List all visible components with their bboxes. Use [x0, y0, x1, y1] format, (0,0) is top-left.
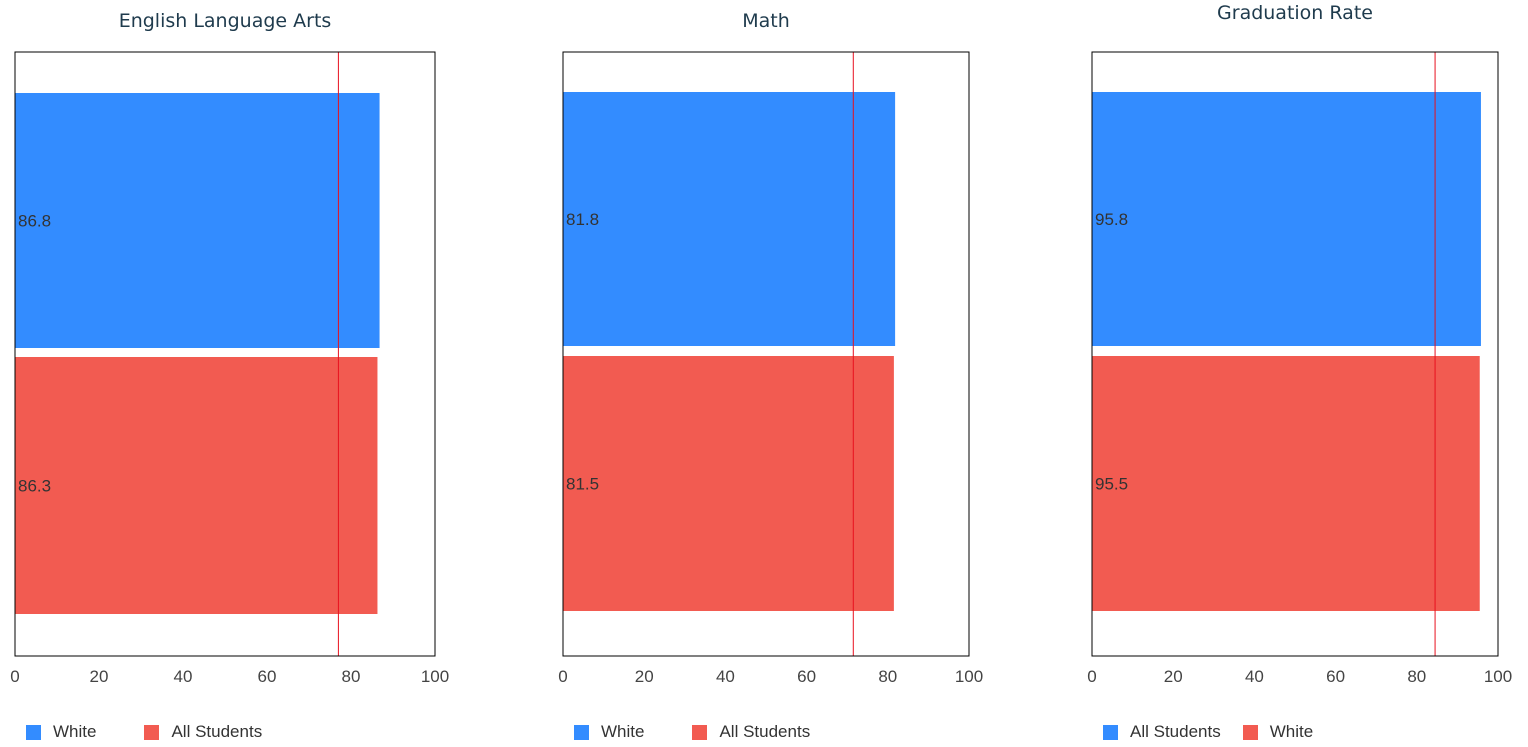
legend-label: All Students: [1130, 722, 1221, 741]
bar: [563, 92, 896, 346]
plot-frame: [562, 51, 970, 657]
legend-label: White: [53, 722, 97, 741]
legend-item: White: [574, 722, 644, 742]
legend-label: White: [1269, 722, 1314, 741]
data-label: 86.3: [18, 477, 51, 496]
bar-chart-svg: 86.8 86.3 0 20 40 60 80 100: [10, 51, 449, 686]
x-tick-label: 60: [797, 667, 816, 686]
plot-frame: [14, 51, 436, 657]
x-tick-label: 80: [878, 667, 897, 686]
legend-item: White: [26, 722, 96, 742]
x-tick-label: 80: [1407, 667, 1426, 686]
x-tick-label: 0: [10, 667, 19, 686]
legend-item: All Students: [1103, 722, 1221, 742]
legend: White All Students: [574, 722, 850, 742]
legend-swatch: [1103, 724, 1118, 740]
x-tick-label: 60: [258, 667, 277, 686]
legend: All Students White: [1103, 722, 1353, 742]
x-tick-label: 40: [174, 667, 193, 686]
bar: [15, 93, 380, 348]
data-label: 86.8: [18, 212, 51, 231]
x-tick-label: 100: [421, 667, 449, 686]
legend-item: White: [1242, 722, 1314, 742]
legend-swatch: [26, 724, 41, 740]
data-label: 95.5: [1095, 475, 1128, 494]
legend-label: White: [601, 722, 645, 741]
bar-chart-svg: 81.8 81.5 0 20 40 60 80 100: [558, 51, 983, 686]
legend-item: All Students: [692, 722, 810, 742]
x-tick-label: 0: [1087, 667, 1096, 686]
x-tick-label: 100: [955, 667, 983, 686]
chart-panel-graduation: Graduation Rate 95.8 95.5 0 20 40 60 80 100 All…: [1077, 0, 1528, 747]
chart-title: Math: [742, 10, 790, 32]
x-tick-label: 20: [1164, 667, 1183, 686]
legend-swatch: [144, 724, 160, 740]
legend-item: All Students: [144, 722, 262, 742]
legend-swatch: [692, 724, 708, 740]
legend-label: All Students: [719, 722, 811, 741]
data-label: 81.5: [566, 475, 599, 494]
x-tick-label: 40: [716, 667, 735, 686]
x-tick-label: 20: [635, 667, 654, 686]
x-tick-label: 40: [1245, 667, 1264, 686]
bar: [563, 356, 894, 611]
chart-title: English Language Arts: [118, 10, 332, 32]
legend-swatch: [1242, 724, 1258, 740]
x-tick-label: 80: [342, 667, 361, 686]
x-tick-label: 20: [90, 667, 109, 686]
x-tick-label: 60: [1326, 667, 1345, 686]
bar: [1092, 356, 1480, 611]
legend-swatch: [574, 724, 589, 740]
chart-panel-math: Math 81.8 81.5 0 20 40 60 80 100 White All Stud…: [548, 0, 1008, 747]
chart-title: Graduation Rate: [1217, 2, 1373, 24]
x-tick-label: 100: [1484, 667, 1512, 686]
legend: White All Students: [26, 722, 302, 742]
plot-frame: [1091, 51, 1499, 657]
legend-label: All Students: [171, 722, 263, 741]
bar: [15, 357, 378, 614]
x-tick-label: 0: [558, 667, 567, 686]
bar-chart-svg: 95.8 95.5 0 20 40 60 80 100: [1087, 51, 1512, 686]
chart-panel-ela: English Language Arts 86.8 86.3 0 20 40 60 80 1…: [0, 0, 460, 747]
data-label: 81.8: [566, 210, 599, 229]
bar: [1092, 92, 1481, 346]
data-label: 95.8: [1095, 210, 1128, 229]
